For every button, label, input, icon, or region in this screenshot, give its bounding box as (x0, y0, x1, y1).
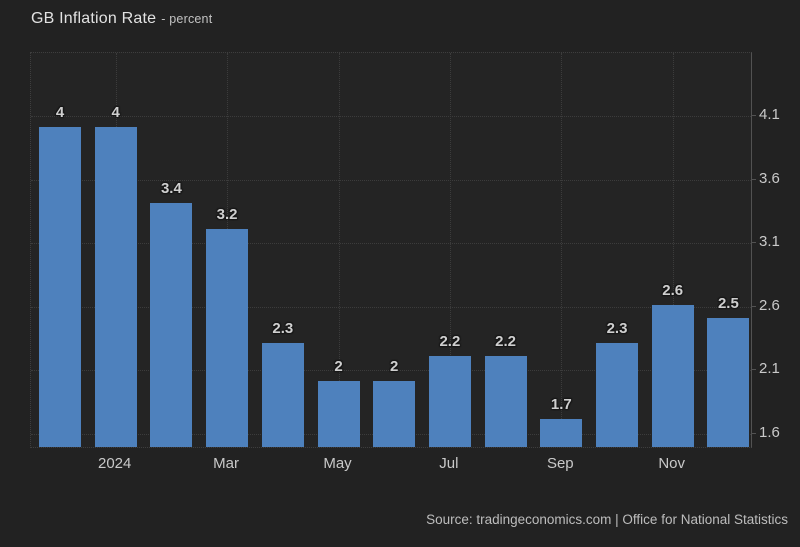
y-tick-label: 1.6 (759, 423, 780, 441)
bar[interactable] (39, 127, 81, 447)
bar-value-label: 2 (334, 358, 343, 375)
bar[interactable] (94, 127, 137, 447)
chart-title-text: GB Inflation Rate (31, 10, 157, 27)
bar-value-label: 2.5 (717, 294, 739, 312)
bar[interactable] (484, 355, 527, 447)
h-gridline (31, 179, 751, 181)
x-tick-label: 2024 (98, 455, 132, 472)
h-gridline (31, 370, 751, 372)
plot-area: 4 4 3.4 3.2 2.3 2 2 2.2 2.2 1.7 2.3 2.6 2.5 (30, 52, 752, 448)
y-tick-label: 3.1 (759, 233, 780, 251)
y-axis-tick (751, 178, 756, 180)
v-gridline (338, 53, 340, 447)
bar-value-label: 2.2 (495, 332, 517, 350)
x-tick-label: Nov (658, 455, 686, 472)
bar[interactable] (707, 317, 750, 447)
bar[interactable] (150, 203, 193, 447)
bar-value-label: 2.3 (272, 319, 294, 337)
bar-value-label: 2.3 (606, 319, 628, 337)
bar[interactable] (373, 381, 416, 447)
bar-value-label: 2 (390, 358, 399, 375)
h-gridline (31, 243, 751, 245)
bar[interactable] (261, 342, 304, 447)
y-axis-tick (751, 432, 756, 434)
chart-title: GB Inflation Rate - percent (31, 10, 212, 28)
bar-value-label: 4 (111, 104, 120, 122)
x-tick-label: Jul (439, 455, 459, 472)
y-tick-label: 3.6 (759, 169, 780, 187)
bar[interactable] (540, 419, 583, 447)
bar-value-label: 4 (55, 104, 65, 122)
h-gridline (31, 116, 751, 118)
bar-value-label: 3.2 (216, 205, 238, 223)
bar-value-label: 3.4 (160, 180, 182, 198)
y-axis-tick (751, 115, 756, 117)
bar[interactable] (206, 228, 249, 447)
y-tick-label: 2.1 (759, 360, 780, 378)
bar[interactable] (428, 355, 471, 447)
x-tick-label: Mar (213, 455, 240, 472)
bar-value-label: 1.7 (550, 396, 572, 414)
v-gridline (672, 53, 674, 447)
y-axis-tick (751, 305, 756, 307)
bar[interactable] (651, 304, 694, 447)
chart-subtitle-text: - percent (161, 12, 213, 26)
v-gridline (561, 53, 563, 447)
v-gridline (449, 53, 451, 447)
y-tick-label: 4.1 (759, 106, 780, 124)
bar[interactable] (596, 342, 638, 447)
x-tick-label: Sep (546, 455, 574, 472)
h-gridline (31, 306, 751, 308)
y-tick-label: 2.6 (759, 296, 780, 314)
y-axis-tick (751, 242, 756, 244)
x-tick-label: May (323, 455, 352, 472)
bar[interactable] (317, 381, 360, 447)
bar-value-label: 2.6 (662, 281, 684, 299)
source-attribution: Source: tradingeconomics.com | Office fo… (426, 512, 788, 527)
y-axis-tick (751, 369, 756, 371)
bar-value-label: 2.2 (439, 332, 461, 350)
